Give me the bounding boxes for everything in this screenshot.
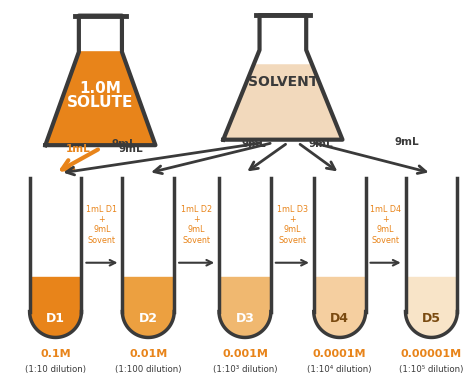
Polygon shape (405, 312, 457, 337)
Text: (1:10 dilution): (1:10 dilution) (25, 365, 86, 374)
Text: 9mL: 9mL (111, 139, 136, 149)
Text: 1mL D1
+
9mL
Sovent: 1mL D1 + 9mL Sovent (86, 204, 118, 245)
Polygon shape (122, 312, 174, 337)
Text: D4: D4 (330, 312, 349, 325)
Polygon shape (314, 312, 365, 337)
Text: D2: D2 (139, 312, 158, 325)
Text: 1mL: 1mL (66, 144, 91, 154)
Text: 0.1M: 0.1M (40, 350, 71, 359)
Text: SOLVENT: SOLVENT (248, 75, 318, 89)
Text: 0.01M: 0.01M (129, 350, 167, 359)
Polygon shape (407, 277, 456, 312)
Text: D3: D3 (236, 312, 255, 325)
Text: (1:10⁴ dilution): (1:10⁴ dilution) (308, 365, 372, 374)
Polygon shape (123, 277, 173, 312)
Polygon shape (31, 277, 81, 312)
Text: 1mL D2
+
9mL
Sovent: 1mL D2 + 9mL Sovent (181, 204, 212, 245)
Text: SOLUTE: SOLUTE (67, 95, 134, 110)
Text: 9mL: 9mL (394, 137, 419, 147)
Text: 0.00001M: 0.00001M (401, 350, 462, 359)
Text: 1mL D4
+
9mL
Sovent: 1mL D4 + 9mL Sovent (370, 204, 401, 245)
Polygon shape (46, 52, 155, 145)
Text: 9mL: 9mL (118, 144, 143, 154)
Text: 1.0M: 1.0M (80, 81, 121, 96)
Polygon shape (29, 312, 82, 337)
Text: D1: D1 (46, 312, 65, 325)
Text: (1:10³ dilution): (1:10³ dilution) (213, 365, 277, 374)
Text: 9mL: 9mL (242, 139, 266, 149)
Polygon shape (220, 277, 270, 312)
Text: (1:100 dilution): (1:100 dilution) (115, 365, 182, 374)
Polygon shape (315, 277, 365, 312)
Text: 9mL: 9mL (309, 139, 333, 149)
Polygon shape (219, 312, 271, 337)
Text: (1:10⁵ dilution): (1:10⁵ dilution) (399, 365, 464, 374)
Text: D5: D5 (422, 312, 441, 325)
Text: 0.0001M: 0.0001M (313, 350, 366, 359)
Text: 0.001M: 0.001M (222, 350, 268, 359)
Polygon shape (223, 65, 343, 140)
Text: 1mL D3
+
9mL
Sovent: 1mL D3 + 9mL Sovent (277, 204, 308, 245)
